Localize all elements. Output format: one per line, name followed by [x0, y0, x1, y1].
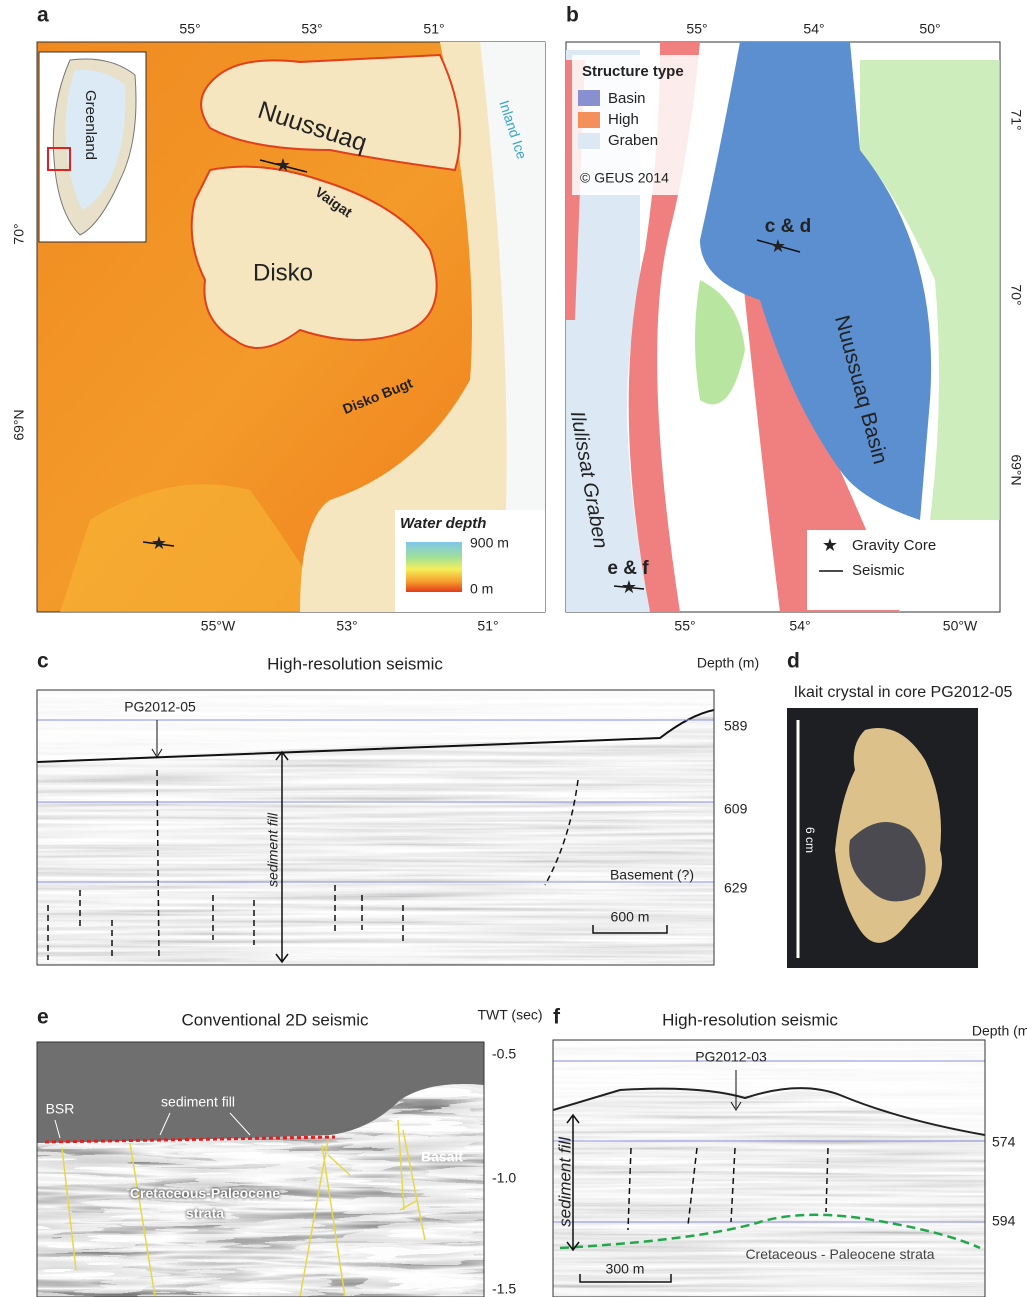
- tick-label: 69°N: [11, 409, 27, 440]
- tick-label: 71°: [1008, 109, 1024, 130]
- axis-title: Depth (m): [697, 655, 759, 671]
- axis-title: Depth (m): [972, 1023, 1027, 1039]
- tick-label: 55°: [674, 618, 695, 634]
- seismic-image: [37, 1042, 484, 1297]
- legend-bar: [406, 542, 462, 592]
- gravity-core: ★: [770, 236, 786, 256]
- axis-title: TWT (sec): [477, 1007, 542, 1023]
- tick-label: 55°W: [201, 618, 236, 634]
- legend-swatch: [578, 112, 600, 128]
- place-label: Disko: [253, 259, 313, 286]
- legend-title: Water depth: [400, 515, 486, 532]
- tick-label: 53°: [336, 618, 357, 634]
- legend-title: Structure type: [582, 63, 684, 80]
- depth-tick: 589: [724, 718, 748, 734]
- scale-label: 300 m: [606, 1261, 645, 1277]
- panel-title: High-resolution seismic: [267, 654, 443, 673]
- depth-tick: 629: [724, 880, 748, 896]
- core-label: PG2012-05: [124, 699, 196, 715]
- legend-label: High: [608, 111, 639, 128]
- annotation: BSR: [46, 1101, 75, 1117]
- tick-label: 50°: [919, 21, 940, 37]
- annotation: sediment fill: [265, 812, 281, 887]
- gravity-core: ★: [621, 577, 637, 597]
- tick-label: 69°N: [1008, 454, 1024, 485]
- inset-label: Greenland: [82, 90, 99, 160]
- time-tick: -1.0: [492, 1170, 516, 1186]
- place-label: e & f: [607, 558, 649, 579]
- annotation: sediment fill: [161, 1094, 235, 1110]
- legend-label: Seismic: [852, 562, 905, 579]
- panel-title: High-resolution seismic: [662, 1010, 838, 1029]
- tick-label: 50°W: [943, 618, 978, 634]
- legend-swatch: [578, 133, 600, 149]
- legend-symbol: ★: [822, 535, 838, 555]
- tick-label: 53°: [301, 21, 322, 37]
- time-tick: -1.5: [492, 1281, 516, 1297]
- tick-label: 54°: [803, 21, 824, 37]
- tick-label: 54°: [789, 618, 810, 634]
- depth-tick: 574: [992, 1134, 1016, 1150]
- gravity-core: ★: [275, 155, 291, 175]
- tick-label: 70°: [1008, 284, 1024, 305]
- panel-label: f: [553, 1006, 561, 1029]
- tick-label: 55°: [179, 21, 200, 37]
- legend-label: 0 m: [470, 581, 493, 597]
- figure: a 55° 53° 51° 70° 69°N 55°W 53° 51° ★ ★ …: [0, 0, 1027, 1297]
- panel-label: b: [566, 4, 579, 27]
- annotation: Basement (?): [610, 867, 694, 883]
- panel-label: c: [37, 650, 49, 673]
- legend-swatch: [578, 90, 600, 106]
- tick-label: 70°: [11, 223, 27, 244]
- panel-label: d: [787, 650, 800, 673]
- annotation: Basalt: [421, 1149, 463, 1165]
- annotation-box: Cretaceous-Paleocene strata: [120, 1183, 290, 1233]
- credit: © GEUS 2014: [580, 170, 669, 186]
- legend-label: Gravity Core: [852, 537, 936, 554]
- annotation: Cretaceous - Paleocene strata: [740, 1245, 940, 1263]
- panel-label: e: [37, 1006, 49, 1029]
- tick-label: 55°: [686, 21, 707, 37]
- time-tick: -0.5: [492, 1046, 516, 1062]
- legend-label: Graben: [608, 132, 658, 149]
- gravity-core: ★: [151, 533, 167, 553]
- depth-tick: 609: [724, 801, 748, 817]
- annotation-box: Cretaceous - Paleocene strata: [740, 1245, 940, 1289]
- core-label: PG2012-03: [695, 1049, 767, 1065]
- tick-label: 51°: [477, 618, 498, 634]
- legend-label: Basin: [608, 90, 646, 107]
- place-label: c & d: [765, 216, 811, 237]
- panel-label: a: [37, 4, 49, 27]
- annotation: sediment fill: [555, 1136, 574, 1227]
- panel-title: Ikait crystal in core PG2012-05: [794, 684, 1013, 701]
- panel-title: Conventional 2D seismic: [181, 1010, 369, 1029]
- tick-label: 51°: [423, 21, 444, 37]
- legend-label: 900 m: [470, 535, 509, 551]
- annotation: Cretaceous-Paleocene strata: [120, 1183, 290, 1223]
- scale-label: 6 cm: [803, 827, 817, 853]
- scale-label: 600 m: [611, 909, 650, 925]
- depth-tick: 594: [992, 1213, 1016, 1229]
